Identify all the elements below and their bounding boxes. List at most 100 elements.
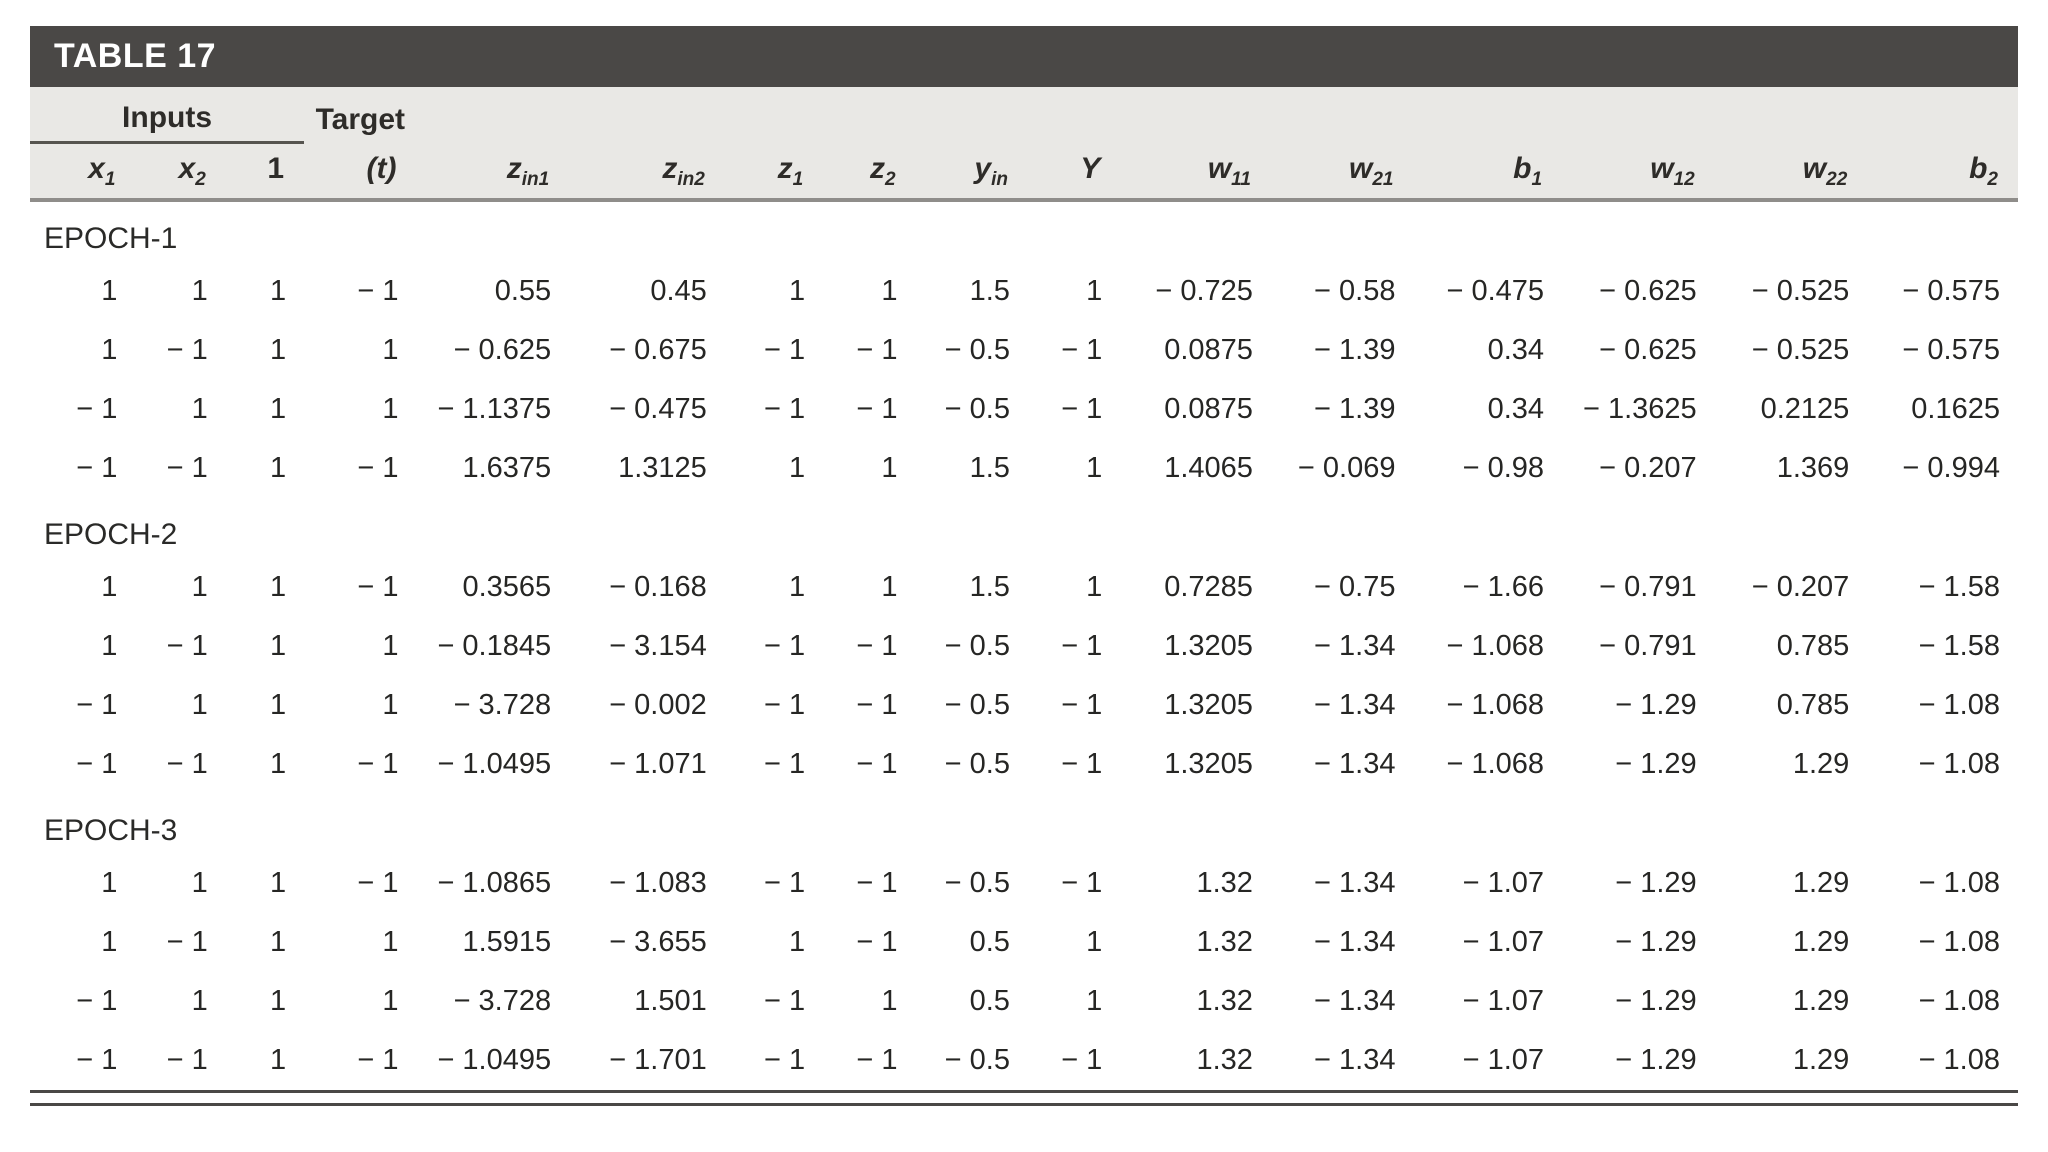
table-cell: 1.3205 [1120,676,1271,735]
table-cell: − 1.58 [1867,617,2018,676]
table-cell: − 1.3625 [1562,380,1715,439]
table-cell: 1 [225,558,305,617]
table-cell: − 1.068 [1413,735,1563,794]
table-cell: − 0.5 [915,380,1028,439]
table-cell: − 1.34 [1270,913,1414,972]
column-header: b1 [1413,142,1563,200]
table-cell: 1 [135,972,226,1031]
table-cell: − 1 [823,913,916,972]
table-cell: 0.5 [915,972,1028,1031]
table-bottom-rule [30,1090,2018,1106]
table-cell: − 1 [823,735,916,794]
table-cell: 1 [823,972,916,1031]
table-body: EPOCH-1 1 1 1− 1 0.55 0.45 1 1 1.5 1− 0.725− 0.58… [30,200,2018,1090]
table-cell: − 1 [135,1031,226,1090]
table-cell: − 3.655 [569,913,725,972]
table-row: − 1 1 1 1− 3.728− 0.002− 1− 1− 0.5− 1 1.3205… [30,676,2018,735]
table-cell: − 1 [30,380,136,439]
table-cell: 1 [225,735,305,794]
table-row: − 1 1 1 1− 1.1375− 0.475− 1− 1− 0.5− 1 0.087… [30,380,2018,439]
table-row: 1− 1 1 1 1.5915− 3.655 1− 1 0.5 1 1.32− 1.34− 1… [30,913,2018,972]
table-cell: − 0.58 [1270,262,1414,321]
table-cell: 1 [135,676,226,735]
table-cell: 1 [225,854,305,913]
table-cell: − 0.5 [915,676,1028,735]
table-cell: − 1.068 [1413,617,1563,676]
table-cell: 0.1625 [1867,380,2018,439]
table-cell: − 1 [823,676,916,735]
table-cell: − 0.575 [1867,321,2018,380]
table-cell: 0.55 [416,262,570,321]
table-cell: − 0.525 [1714,321,1868,380]
table-cell: − 0.525 [1714,262,1868,321]
table-cell: 1.501 [569,972,725,1031]
table-cell: − 0.725 [1120,262,1271,321]
table-cell: − 1.34 [1270,854,1414,913]
column-group-target: Target [304,87,417,143]
table-cell: − 1 [724,972,824,1031]
table-cell: 0.0875 [1120,321,1271,380]
table-cell: 1 [225,262,305,321]
table-cell: − 1.08 [1867,972,2018,1031]
table-row: 1− 1 1 1− 0.625− 0.675− 1− 1− 0.5− 1 0.0875… [30,321,2018,380]
table-cell: 1.29 [1714,735,1868,794]
table-cell: 1 [30,321,136,380]
table-cell: 1 [724,439,824,498]
column-header: z1 [724,142,824,200]
table-cell: − 3.154 [569,617,725,676]
table-cell: − 1.1375 [416,380,570,439]
epoch-label: EPOCH-2 [30,498,2018,558]
table-cell: − 1 [304,439,417,498]
table-cell: − 1 [823,1031,916,1090]
table-cell: − 1 [30,676,136,735]
table-cell: − 1.34 [1270,676,1414,735]
table-cell: − 1.07 [1413,854,1563,913]
table-title: TABLE 17 [30,26,2018,87]
table-cell: − 0.5 [915,854,1028,913]
table-cell: 0.34 [1413,321,1563,380]
table-cell: − 0.791 [1562,558,1715,617]
table-cell: − 1 [30,439,136,498]
table-cell: − 0.98 [1413,439,1563,498]
table-cell: − 1.083 [569,854,725,913]
table-cell: − 0.1845 [416,617,570,676]
table-cell: − 1.068 [1413,676,1563,735]
table-cell: − 1 [724,676,824,735]
table-cell: − 1 [1027,1031,1121,1090]
table-cell: 0.2125 [1714,380,1868,439]
table-cell: − 1.08 [1867,735,2018,794]
table-cell: 1.3205 [1120,735,1271,794]
table-cell: − 1.58 [1867,558,2018,617]
table-cell: 1 [823,558,916,617]
table-cell: 1 [30,262,136,321]
table-cell: − 1 [1027,676,1121,735]
table-cell: − 1 [724,321,824,380]
table-cell: − 1 [1027,617,1121,676]
table-cell: 1 [30,913,136,972]
table-cell: − 1 [135,617,226,676]
table-cell: − 1.29 [1562,735,1715,794]
table-cell: − 1 [823,854,916,913]
table-cell: 1.5 [915,558,1028,617]
table-cell: − 1.08 [1867,676,2018,735]
table-cell: 1.29 [1714,913,1868,972]
table-cell: − 0.5 [915,1031,1028,1090]
table-cell: − 1.07 [1413,972,1563,1031]
epoch-row: EPOCH-3 [30,794,2018,854]
table-cell: − 0.475 [569,380,725,439]
table-cell: 1 [304,972,417,1031]
table-cell: − 0.5 [915,617,1028,676]
table-cell: 1 [135,854,226,913]
table-cell: − 0.625 [1562,262,1715,321]
table-cell: 1 [724,913,824,972]
table-cell: 1.29 [1714,854,1868,913]
table-cell: − 1 [135,735,226,794]
table-cell: 1 [30,854,136,913]
table-cell: 1 [823,439,916,498]
table-cell: 1 [304,321,417,380]
table-row: 1− 1 1 1− 0.1845− 3.154− 1− 1− 0.5− 1 1.320… [30,617,2018,676]
table-cell: 1.29 [1714,972,1868,1031]
table-cell: − 1 [724,854,824,913]
